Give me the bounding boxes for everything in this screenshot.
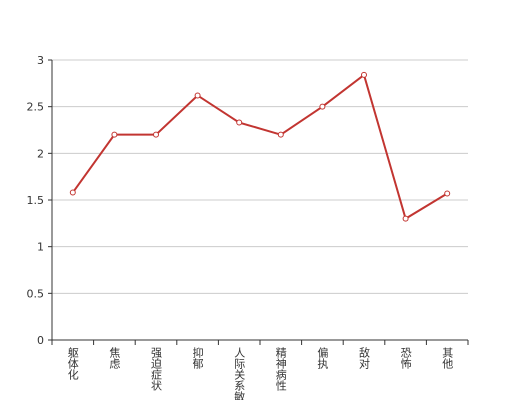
point (361, 71, 367, 78)
y-tick-label: 2.5 (27, 101, 45, 114)
point (277, 131, 284, 138)
x-tick-label: 抑郁 (191, 346, 204, 369)
x-tick-label: 其他 (441, 347, 454, 369)
y-tick-label: 0 (37, 334, 44, 347)
point (111, 131, 118, 138)
x-tick-label: 精神病性 (274, 347, 287, 392)
y-tick-label: 2 (37, 147, 44, 160)
y-tick-label: 1 (37, 241, 44, 254)
x-tick-label: 偏执 (316, 346, 329, 370)
y-tick-label: 3 (37, 54, 44, 67)
x-tick-label: 躯体化 (66, 347, 79, 381)
point (153, 131, 159, 138)
x-tick-label: 人际关系敏感 (233, 347, 246, 400)
x-tick-label: 敌对 (358, 346, 371, 369)
x-tick-label: 恐怖 (399, 347, 412, 369)
x-tick-label: 强迫症状 (150, 347, 163, 391)
y-tick-label: 1.5 (27, 194, 45, 207)
x-tick-label: 焦虑 (108, 347, 121, 369)
point (69, 189, 76, 196)
point (444, 190, 451, 197)
y-tick-label: 0.5 (27, 287, 45, 300)
point (236, 119, 243, 126)
line (71, 73, 448, 221)
point (194, 92, 201, 99)
point (319, 103, 326, 110)
point (402, 215, 409, 222)
